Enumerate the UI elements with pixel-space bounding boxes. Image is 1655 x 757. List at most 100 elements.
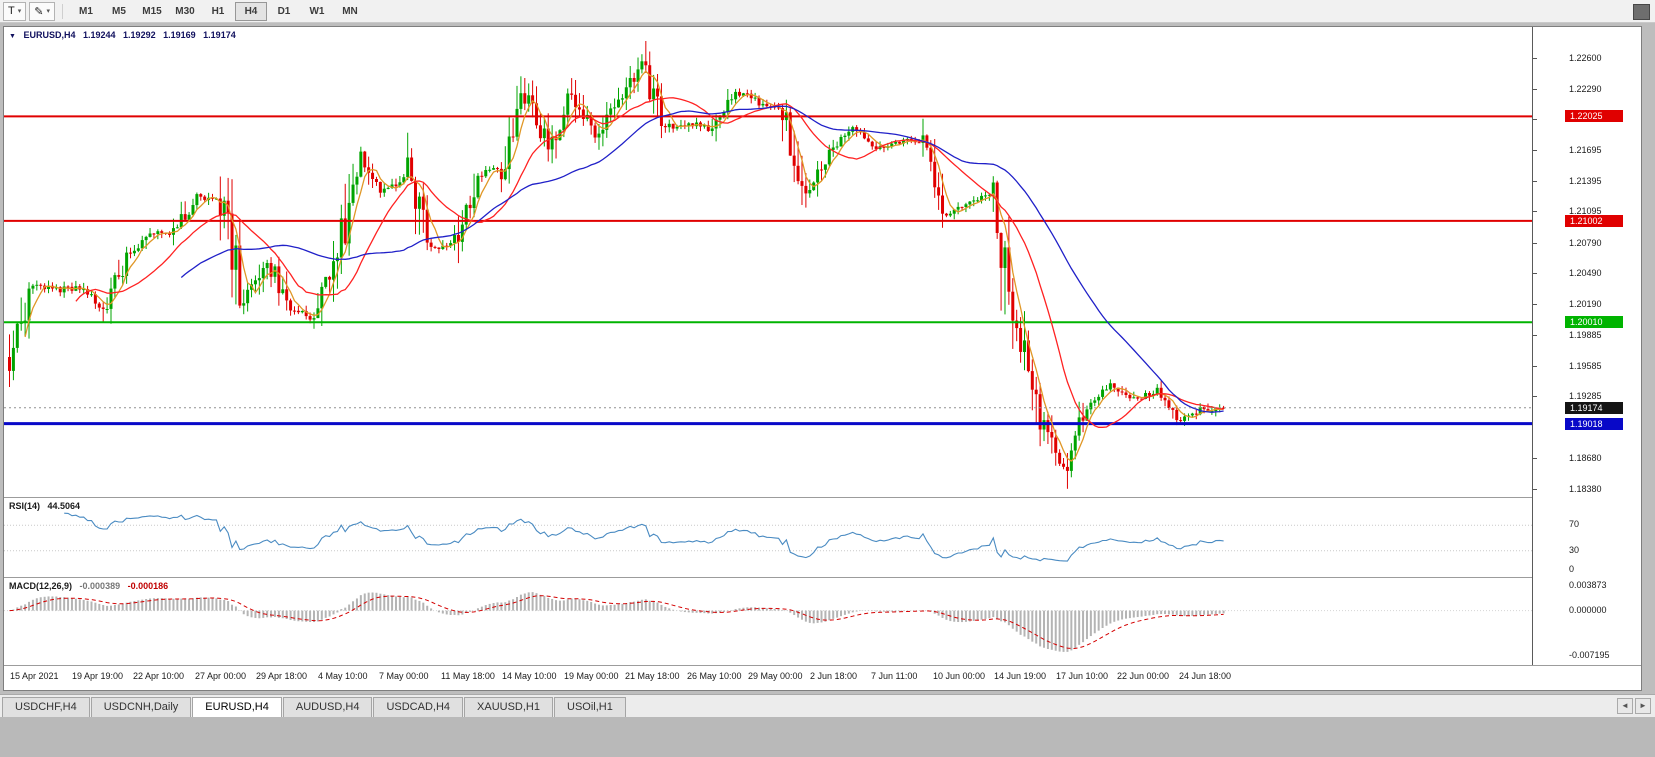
price-axis-tick xyxy=(1533,211,1537,212)
text-tool-button[interactable]: T ▾ xyxy=(3,1,27,21)
chart-tab-usdchf-h4[interactable]: USDCHF,H4 xyxy=(2,697,90,717)
price-axis-label: 1.21395 xyxy=(1569,176,1602,186)
price-axis-label: 1.20490 xyxy=(1569,268,1602,278)
price-axis-label: 1.21095 xyxy=(1569,206,1602,216)
price-axis-tick xyxy=(1533,366,1537,367)
price-axis-tick xyxy=(1533,181,1537,182)
price-axis-label: 1.19885 xyxy=(1569,330,1602,340)
price-level-tag[interactable]: 1.20010 xyxy=(1565,316,1623,328)
main-chart-canvas xyxy=(4,41,1532,489)
time-axis-label: 26 May 10:00 xyxy=(687,671,742,681)
timeframe-button-mn[interactable]: MN xyxy=(342,5,358,17)
main-chart-pane[interactable]: ▼ EURUSD,H4 1.19244 1.19292 1.19169 1.19… xyxy=(4,27,1532,497)
rsi-value: 44.5064 xyxy=(47,501,81,511)
draw-tool-icon: ✎ xyxy=(34,5,44,18)
rsi-name: RSI(14) xyxy=(9,501,41,511)
price-axis-tick xyxy=(1533,304,1537,305)
macd-signal-line xyxy=(9,595,1224,650)
price-axis-tick xyxy=(1533,458,1537,459)
price-axis-label: 1.22290 xyxy=(1569,84,1602,94)
timeframe-button-h1[interactable]: H1 xyxy=(211,5,225,17)
macd-pane: MACD(12,26,9) -0.000389 -0.000186 xyxy=(4,577,1532,665)
draw-tool-button[interactable]: ✎ ▾ xyxy=(29,1,55,21)
time-axis-label: 22 Jun 00:00 xyxy=(1117,671,1170,681)
time-axis-label: 22 Apr 10:00 xyxy=(133,671,185,681)
time-axis-label: 4 May 10:00 xyxy=(318,671,368,681)
rsi-line xyxy=(64,512,1224,562)
timeframe-button-h4[interactable]: H4 xyxy=(234,1,267,21)
moving-average-line xyxy=(24,70,1224,462)
macd-axis-label: -0.007195 xyxy=(1569,650,1610,660)
price-axis-tick xyxy=(1533,58,1537,59)
ohlc-high: 1.19292 xyxy=(123,30,156,40)
macd-signal-value: -0.000186 xyxy=(127,581,169,591)
time-axis-label: 7 Jun 11:00 xyxy=(871,671,918,681)
chart-tab-usdcnh-daily[interactable]: USDCNH,Daily xyxy=(90,697,192,717)
price-axis-label: 1.21695 xyxy=(1569,145,1602,155)
chart-tab-eurusd-h4[interactable]: EURUSD,H4 xyxy=(192,697,282,717)
caret-down-icon: ▾ xyxy=(46,8,50,15)
macd-axis-label: 0.003873 xyxy=(1569,580,1607,590)
price-level-tag[interactable]: 1.21002 xyxy=(1565,215,1623,227)
time-axis-label: 7 May 00:00 xyxy=(379,671,429,681)
price-axis-tick xyxy=(1533,489,1537,490)
rsi-label: RSI(14) 44.5064 xyxy=(9,501,85,511)
price-axis-label: 1.19285 xyxy=(1569,391,1602,401)
symbol-name: EURUSD,H4 xyxy=(23,30,76,40)
price-axis-label: 1.20190 xyxy=(1569,299,1602,309)
rsi-canvas xyxy=(4,512,1532,562)
price-axis-label: 1.20790 xyxy=(1569,238,1602,248)
price-axis-label: 1.18380 xyxy=(1569,484,1602,494)
macd-canvas xyxy=(4,592,1532,652)
price-level-tag[interactable]: 1.19018 xyxy=(1565,418,1623,430)
timeframe-button-m5[interactable]: M5 xyxy=(112,5,126,17)
current-price-tag: 1.19174 xyxy=(1565,402,1623,414)
moving-average-line xyxy=(180,105,1224,413)
timeframe-button-m1[interactable]: M1 xyxy=(79,5,93,17)
timeframe-button-m15[interactable]: M15 xyxy=(142,5,162,17)
price-level-tag[interactable]: 1.22025 xyxy=(1565,110,1623,122)
price-axis-tick xyxy=(1533,89,1537,90)
price-axis-label: 1.19585 xyxy=(1569,361,1602,371)
chart-tab-xauusd-h1[interactable]: XAUUSD,H1 xyxy=(464,697,553,717)
moving-average-line xyxy=(75,97,1224,428)
time-axis-label: 29 May 00:00 xyxy=(748,671,803,681)
price-axis-tick xyxy=(1533,396,1537,397)
time-axis-label: 11 May 18:00 xyxy=(441,671,495,681)
time-axis-label: 21 May 18:00 xyxy=(625,671,680,681)
toolbar-more-button[interactable] xyxy=(1633,4,1650,20)
price-axis-tick xyxy=(1533,335,1537,336)
chart-tab-usdcad-h4[interactable]: USDCAD,H4 xyxy=(373,697,464,717)
time-axis-label: 14 Jun 19:00 xyxy=(994,671,1047,681)
timeframe-button-d1[interactable]: D1 xyxy=(277,5,291,17)
time-axis-label: 14 May 10:00 xyxy=(502,671,557,681)
price-axis-tick xyxy=(1533,150,1537,151)
macd-histogram xyxy=(12,592,1225,652)
tab-scroll-right-button[interactable]: ► xyxy=(1635,698,1651,714)
time-axis-label: 10 Jun 00:00 xyxy=(933,671,986,681)
candles-layer xyxy=(8,41,1226,489)
macd-axis-label: 0.000000 xyxy=(1569,605,1607,615)
rsi-axis-label: 70 xyxy=(1569,519,1580,529)
price-axis-tick xyxy=(1533,273,1537,274)
timeframe-button-m30[interactable]: M30 xyxy=(175,5,195,17)
tab-scroll-buttons: ◄ ► xyxy=(1617,698,1651,714)
timeframe-button-w1[interactable]: W1 xyxy=(309,5,325,17)
time-axis-label: 15 Apr 2021 xyxy=(10,671,59,681)
time-axis-label: 24 Jun 18:00 xyxy=(1179,671,1232,681)
macd-main-value: -0.000389 xyxy=(79,581,121,591)
price-axis: 1.226001.222901.219951.216951.213951.210… xyxy=(1532,27,1641,665)
chart-tab-usoil-h1[interactable]: USOil,H1 xyxy=(554,697,626,717)
tab-scroll-left-button[interactable]: ◄ xyxy=(1617,698,1633,714)
time-axis-label: 29 Apr 18:00 xyxy=(256,671,308,681)
caret-down-icon: ▾ xyxy=(17,8,22,15)
status-strip xyxy=(0,717,1655,757)
chart-tab-audusd-h4[interactable]: AUDUSD,H4 xyxy=(282,697,373,717)
ohlc-close: 1.19174 xyxy=(203,30,236,40)
rsi-pane: RSI(14) 44.5064 xyxy=(4,497,1532,577)
ohlc-low: 1.19169 xyxy=(163,30,196,40)
time-axis-label: 17 Jun 10:00 xyxy=(1056,671,1109,681)
rsi-axis-label: 0 xyxy=(1569,564,1575,574)
time-axis-label: 19 Apr 19:00 xyxy=(72,671,124,681)
macd-label: MACD(12,26,9) -0.000389 -0.000186 xyxy=(9,581,173,591)
